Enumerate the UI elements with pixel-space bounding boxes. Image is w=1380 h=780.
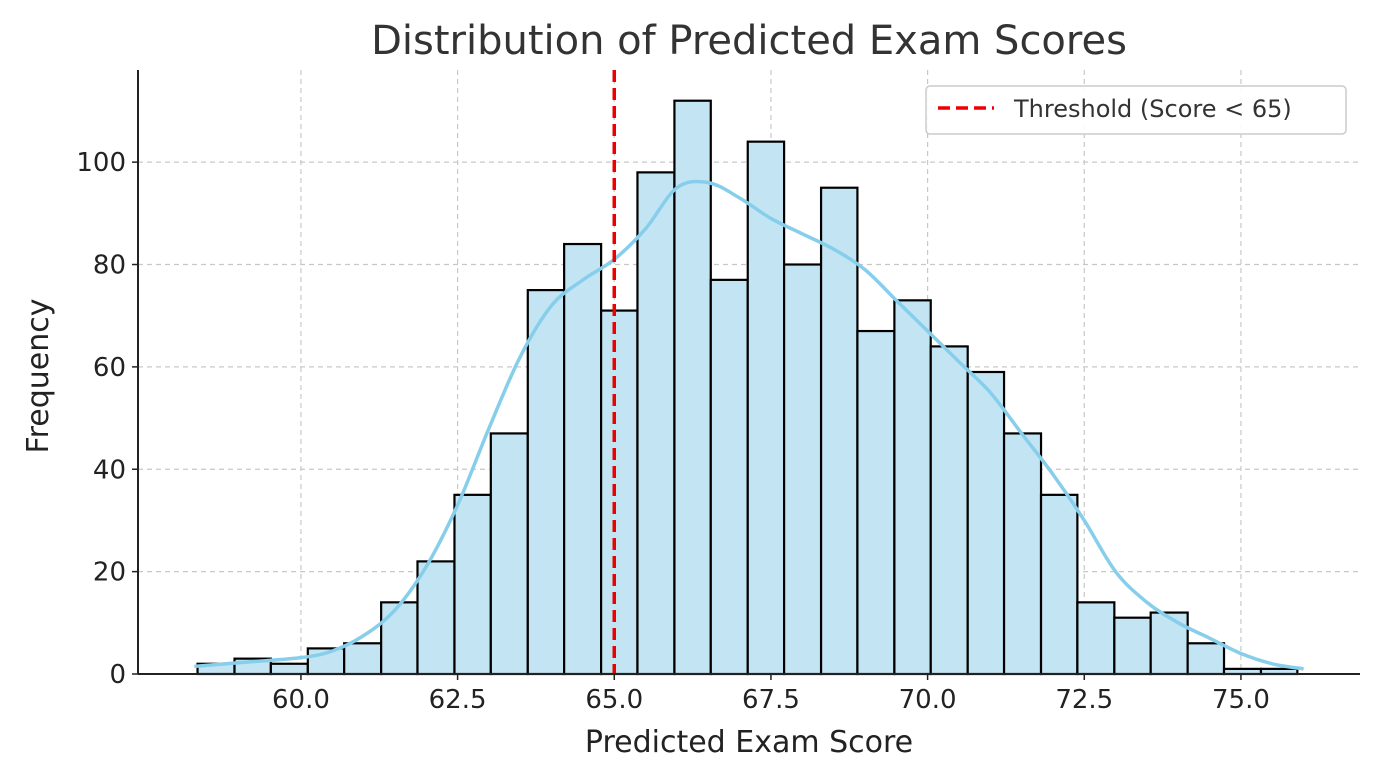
histogram-bar	[526, 289, 566, 676]
histogram-bar	[819, 186, 859, 676]
legend-threshold-label: Threshold (Score < 65)	[1013, 95, 1292, 123]
y-tick-label: 60	[93, 353, 126, 383]
histogram-bar	[453, 493, 492, 676]
legend-box	[925, 85, 1347, 135]
histogram-bar	[1186, 642, 1226, 676]
x-tick-label: 60.0	[272, 685, 330, 715]
histogram-bar	[1002, 432, 1043, 676]
x-tick-label: 67.5	[742, 685, 800, 715]
histogram-bar	[343, 642, 383, 676]
histogram-bars	[196, 99, 1299, 676]
histogram-bar	[636, 171, 676, 676]
x-axis-label: Predicted Exam Score	[585, 725, 913, 760]
y-axis-ticks: 0 20 40 60 80 100	[76, 148, 138, 690]
y-tick-label: 80	[93, 251, 126, 281]
histogram-bar	[269, 662, 309, 676]
histogram-bar	[1076, 601, 1116, 676]
histogram-bar	[600, 309, 639, 676]
legend: Threshold (Score < 65)	[925, 85, 1347, 135]
histogram-bar	[1113, 616, 1152, 676]
y-axis-label: Frequency	[21, 299, 56, 454]
histogram-bar	[856, 329, 896, 676]
x-tick-label: 62.5	[429, 685, 487, 715]
histogram-bar	[489, 432, 529, 676]
y-tick-label: 20	[93, 558, 126, 588]
axes	[137, 70, 1360, 675]
kde-curve-layer	[194, 179, 1304, 671]
histogram-bar	[563, 242, 603, 676]
histogram-bar	[966, 370, 1006, 676]
histogram-bar	[1149, 611, 1189, 676]
histogram-bar	[893, 299, 932, 676]
kde-curve	[194, 179, 1304, 671]
x-tick-label: 65.0	[585, 685, 643, 715]
histogram-bar	[929, 345, 969, 676]
x-axis-ticks: 60.0 62.5 65.0 67.5 70.0 72.5 75.0	[272, 674, 1270, 715]
histogram-bar	[782, 263, 823, 676]
histogram-bar	[1039, 493, 1079, 676]
x-tick-label: 70.0	[899, 685, 957, 715]
y-tick-label: 40	[93, 455, 126, 485]
x-tick-label: 72.5	[1055, 685, 1113, 715]
x-tick-label: 75.0	[1212, 685, 1270, 715]
y-tick-label: 0	[109, 660, 126, 690]
chart-title: Distribution of Predicted Exam Scores	[371, 18, 1127, 64]
histogram-bar	[380, 601, 419, 676]
histogram-bar	[709, 278, 749, 676]
y-tick-label: 100	[76, 148, 126, 178]
histogram-bar	[416, 560, 456, 676]
